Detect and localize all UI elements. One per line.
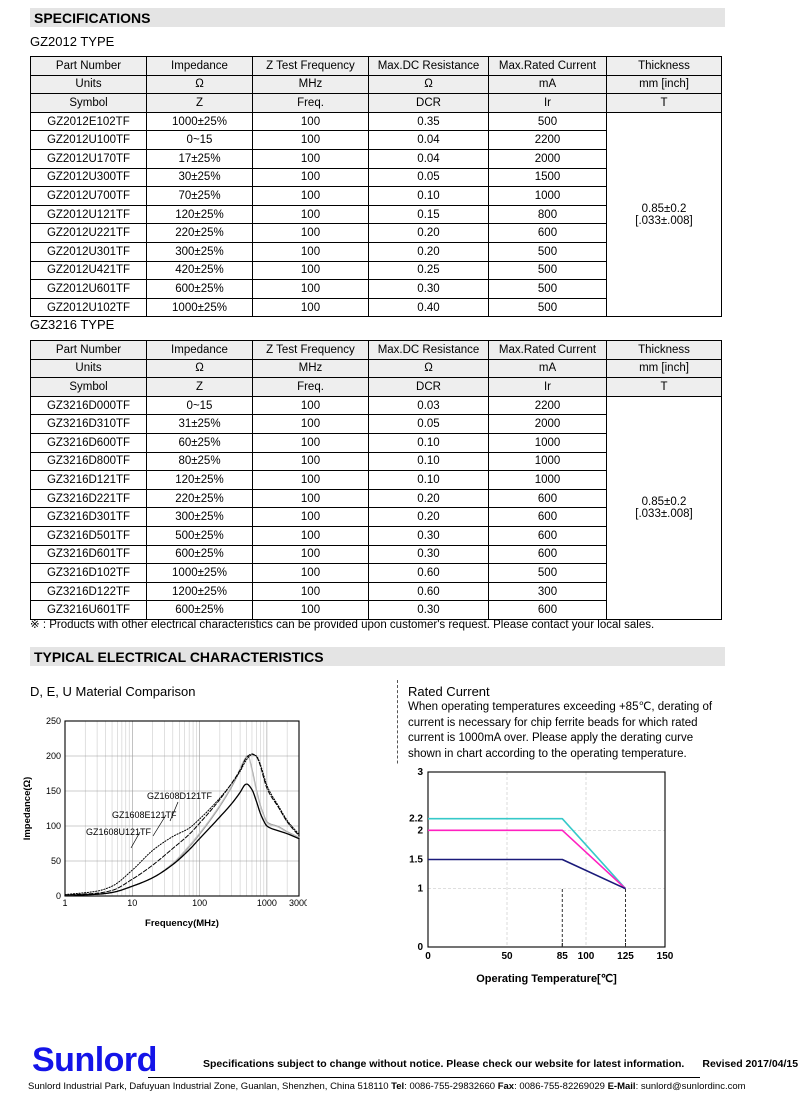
svg-text:1.5: 1.5: [409, 855, 423, 866]
svg-text:85: 85: [557, 951, 569, 962]
svg-text:1: 1: [417, 884, 423, 895]
svg-text:0: 0: [56, 891, 61, 901]
svg-text:150: 150: [46, 786, 61, 796]
svg-text:0: 0: [417, 942, 423, 953]
svg-text:10: 10: [127, 898, 137, 908]
svg-text:100: 100: [192, 898, 207, 908]
svg-text:Frequency(MHz): Frequency(MHz): [145, 918, 219, 928]
svg-text:2.2: 2.2: [409, 814, 423, 825]
svg-text:3: 3: [417, 767, 423, 778]
svg-text:125: 125: [617, 951, 634, 962]
svg-text:GZ1608D121TF: GZ1608D121TF: [147, 791, 213, 801]
svg-text:250: 250: [46, 716, 61, 726]
svg-text:50: 50: [51, 856, 61, 866]
svg-text:Operating Temperature[℃]: Operating Temperature[℃]: [476, 973, 617, 985]
svg-text:2: 2: [417, 825, 423, 836]
svg-text:200: 200: [46, 751, 61, 761]
svg-text:Impedance(Ω): Impedance(Ω): [22, 777, 33, 841]
svg-text:1: 1: [62, 898, 67, 908]
svg-text:1000: 1000: [257, 898, 277, 908]
svg-text:3000: 3000: [289, 898, 307, 908]
svg-text:100: 100: [46, 821, 61, 831]
svg-text:150: 150: [657, 951, 674, 962]
svg-text:50: 50: [501, 951, 513, 962]
svg-text:GZ1608E121TF: GZ1608E121TF: [112, 810, 177, 820]
svg-text:100: 100: [578, 951, 595, 962]
svg-text:0: 0: [425, 951, 431, 962]
svg-text:GZ1608U121TF: GZ1608U121TF: [86, 827, 152, 837]
